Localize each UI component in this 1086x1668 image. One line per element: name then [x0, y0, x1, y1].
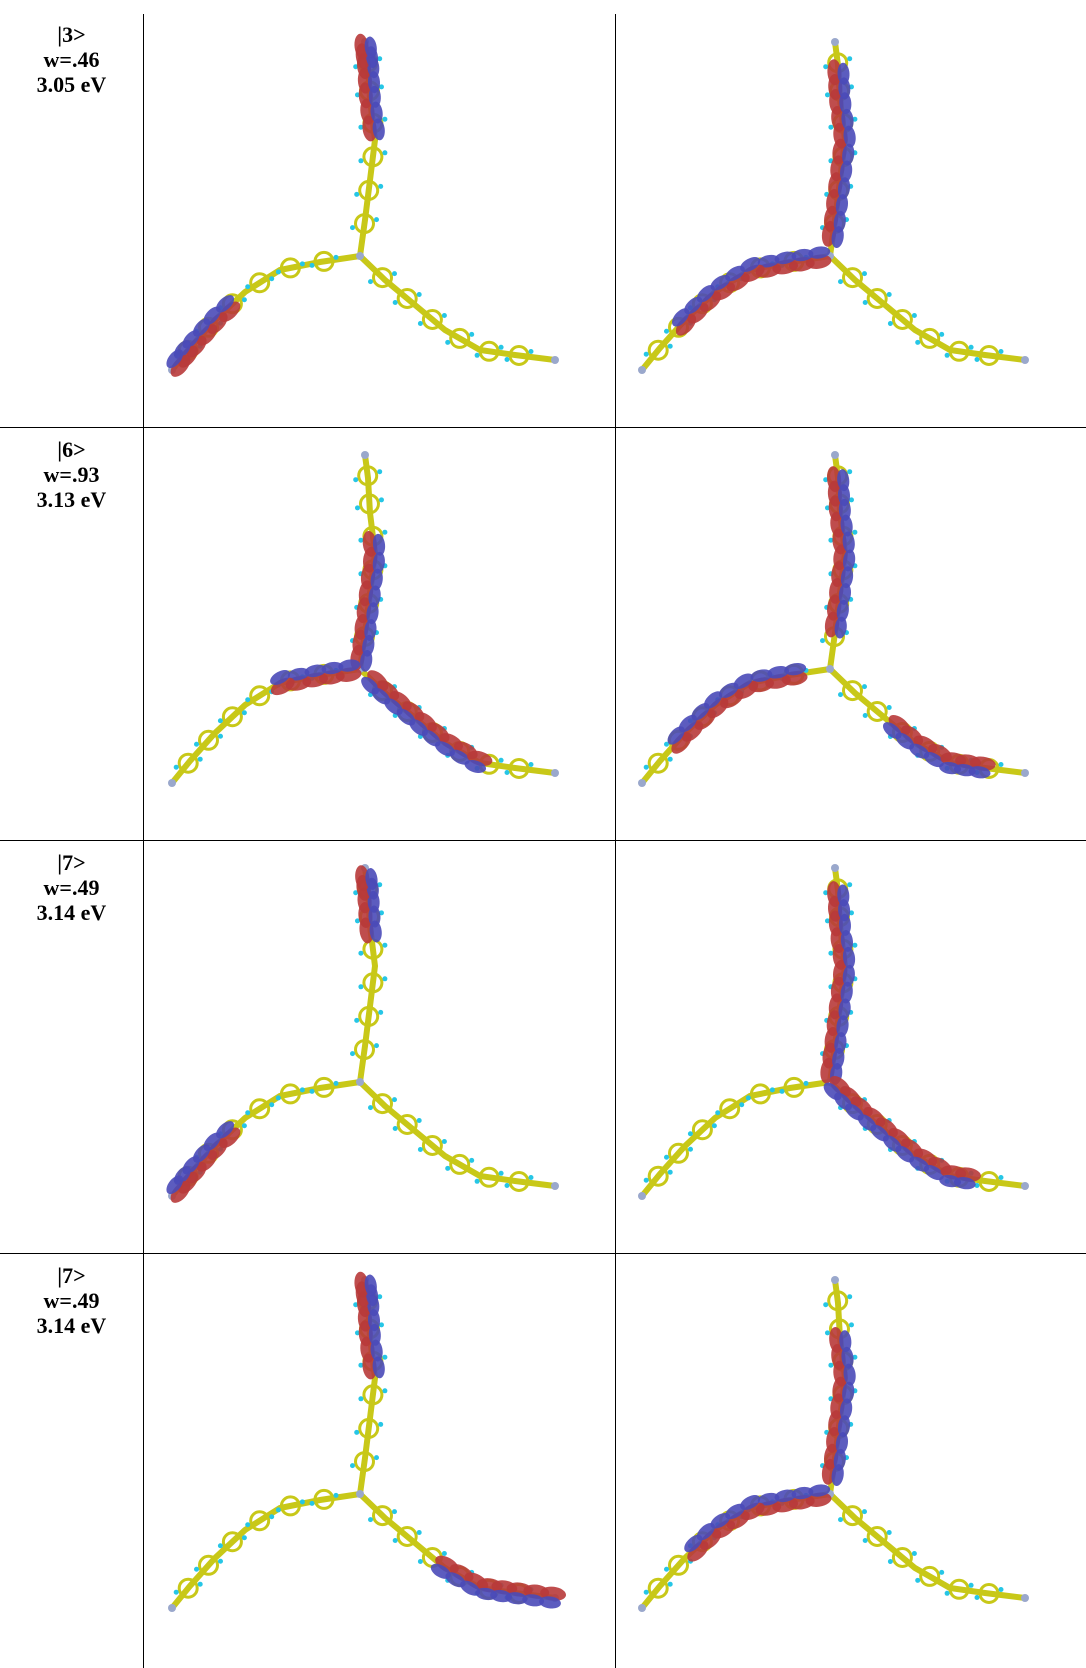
row-label-4: |7> w=.49 3.14 eV	[0, 1263, 143, 1338]
column-divider-1	[143, 14, 144, 1668]
orbital-image-r2-left	[168, 451, 559, 787]
energy-label: 3.13 eV	[36, 487, 107, 512]
weight-label: w=.46	[43, 47, 100, 72]
row-label-1: |3> w=.46 3.05 eV	[0, 22, 143, 97]
state-label: |7>	[57, 1263, 86, 1288]
energy-label: 3.14 eV	[36, 900, 107, 925]
state-label: |7>	[57, 850, 86, 875]
energy-label: 3.14 eV	[36, 1313, 107, 1338]
row-divider-1	[0, 427, 1086, 428]
orbital-image-r3-left	[166, 864, 559, 1203]
state-label: |3>	[57, 22, 86, 47]
weight-label: w=.49	[43, 1288, 100, 1313]
orbital-image-r2-right	[638, 451, 1029, 787]
orbital-image-r1-left	[166, 33, 559, 377]
column-divider-2	[615, 14, 616, 1668]
state-label: |6>	[57, 437, 86, 462]
row-divider-2	[0, 840, 1086, 841]
weight-label: w=.93	[43, 462, 100, 487]
energy-label: 3.05 eV	[36, 72, 107, 97]
row-label-3: |7> w=.49 3.14 eV	[0, 850, 143, 925]
orbital-image-r4-left	[168, 1271, 567, 1612]
row-divider-3	[0, 1253, 1086, 1254]
orbital-image-r3-right	[638, 864, 1029, 1200]
row-label-2: |6> w=.93 3.13 eV	[0, 437, 143, 512]
weight-label: w=.49	[43, 875, 100, 900]
orbital-image-r1-right	[638, 38, 1029, 374]
orbital-image-r4-right	[638, 1276, 1029, 1612]
